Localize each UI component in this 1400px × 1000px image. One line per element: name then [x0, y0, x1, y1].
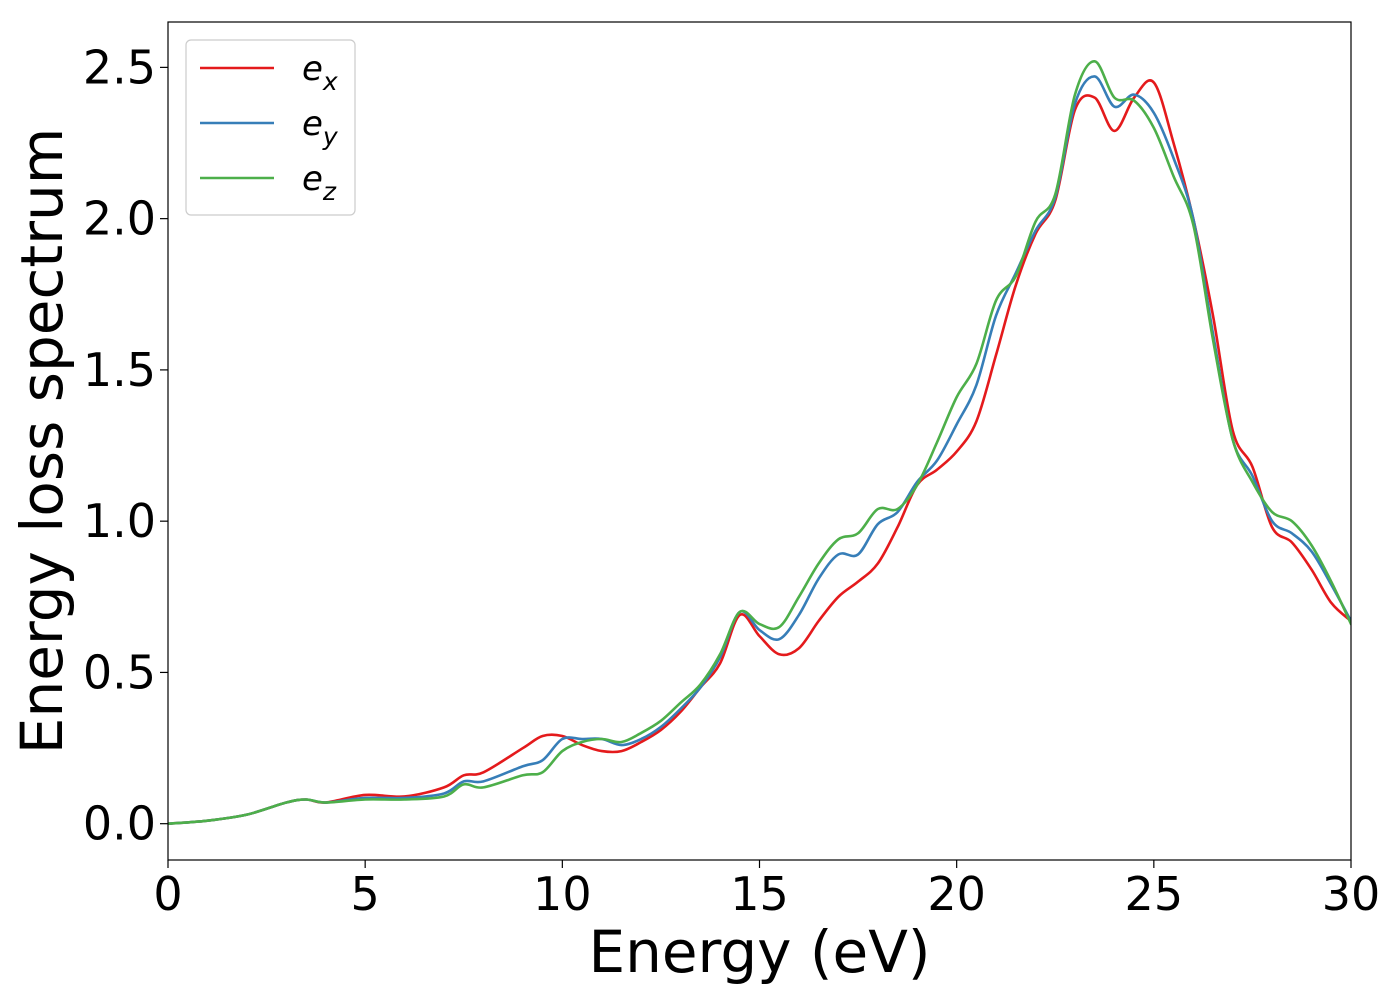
legend-label-x: ex [302, 49, 338, 96]
series-line-z [168, 60, 1351, 825]
y-tick-label: 1.5 [83, 343, 156, 397]
legend-label-y: ey [302, 104, 339, 151]
y-tick-label: 0.5 [83, 645, 156, 699]
series-line-y [168, 75, 1351, 825]
series-lines [168, 60, 1351, 825]
x-tick-label: 30 [1322, 867, 1381, 921]
legend-box [185, 39, 356, 216]
legend: ex ey ez [185, 39, 356, 216]
x-tick-label: 15 [730, 867, 789, 921]
x-tick-label: 25 [1125, 867, 1184, 921]
x-tick-label: 0 [153, 867, 182, 921]
y-axis-title: Energy loss spectrum [8, 128, 76, 754]
y-tick-label: 0.0 [83, 797, 156, 851]
x-axis-title: Energy (eV) [588, 918, 930, 986]
axes: 0 5 10 15 20 25 30 0.0 0.5 1.0 1.5 2.0 2.5 [83, 21, 1381, 921]
x-tick-label: 20 [927, 867, 986, 921]
x-tick-label: 5 [351, 867, 380, 921]
y-tick-label: 1.0 [83, 494, 156, 548]
plot-area [168, 22, 1351, 860]
y-tick-label: 2.0 [83, 192, 156, 246]
plot-background [168, 22, 1351, 860]
y-tick-label: 2.5 [83, 40, 156, 94]
x-tick-label: 10 [533, 867, 592, 921]
legend-label-z: ez [302, 159, 337, 206]
